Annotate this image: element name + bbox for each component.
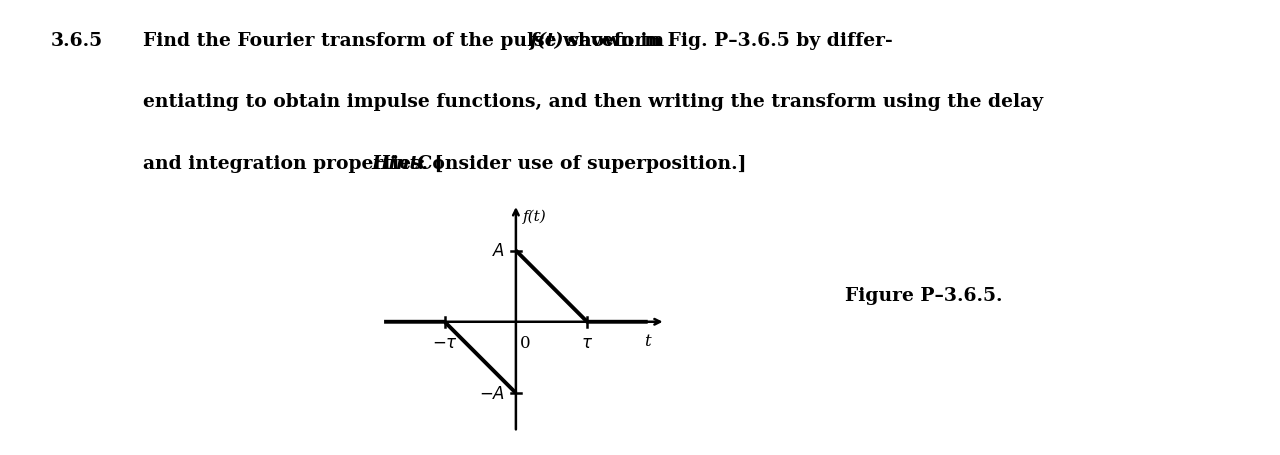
Text: $\mathit{\tau}$: $\mathit{\tau}$: [581, 334, 593, 351]
Text: Consider use of superposition.]: Consider use of superposition.]: [411, 155, 746, 172]
Text: 3.6.5: 3.6.5: [51, 32, 104, 50]
Text: and integration properties. [: and integration properties. [: [143, 155, 444, 172]
Text: t: t: [644, 333, 650, 350]
Text: $-\mathit{\tau}$: $-\mathit{\tau}$: [431, 334, 458, 351]
Text: Figure P–3.6.5.: Figure P–3.6.5.: [845, 287, 1002, 305]
Text: $\mathit{A}$: $\mathit{A}$: [492, 243, 506, 259]
Text: f(t): f(t): [524, 209, 547, 224]
Text: Hint:: Hint:: [371, 155, 426, 172]
Text: f(t): f(t): [529, 32, 563, 50]
Text: Find the Fourier transform of the pulse waveform: Find the Fourier transform of the pulse …: [143, 32, 671, 50]
Text: $-\mathit{A}$: $-\mathit{A}$: [479, 384, 506, 402]
Text: shown in Fig. P–3.6.5 by differ-: shown in Fig. P–3.6.5 by differ-: [561, 32, 892, 50]
Text: entiating to obtain impulse functions, and then writing the transform using the : entiating to obtain impulse functions, a…: [143, 93, 1043, 111]
Text: 0: 0: [520, 334, 531, 351]
